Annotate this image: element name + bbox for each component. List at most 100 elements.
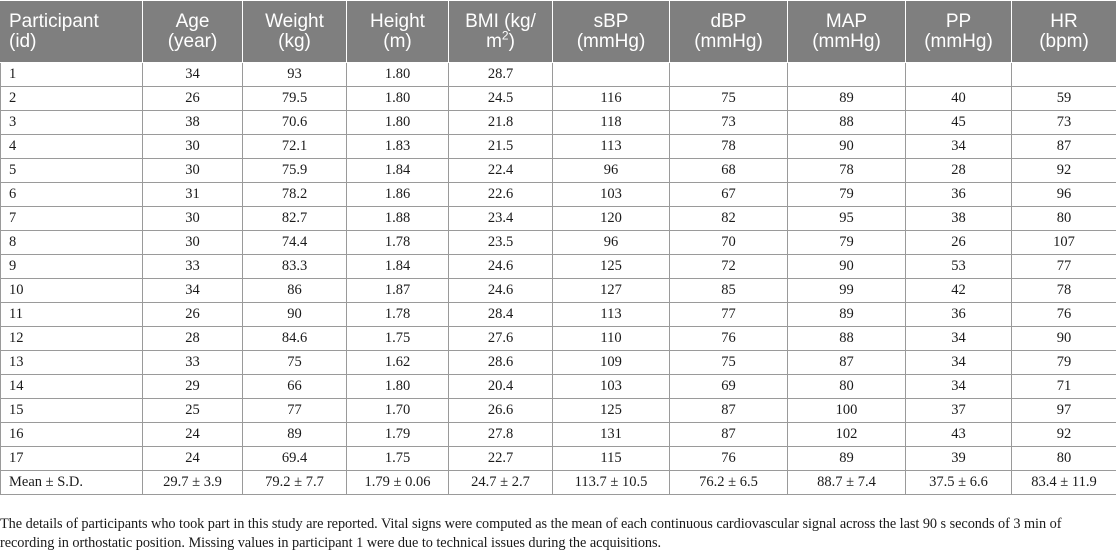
table-cell (669, 62, 788, 87)
table-body: 1 34 93 1.80 28.7 2 26 79.5 1.80 24.5 116 75 89 40 59 3… (0, 62, 1116, 495)
table-row: 11 26 90 1.78 28.4 113 77 89 36 76 (0, 302, 1116, 327)
table-cell: 75 (242, 350, 347, 375)
table-cell: 88 (787, 110, 906, 135)
table-cell: 87 (669, 422, 788, 447)
table-cell: 1.75 (346, 326, 449, 351)
participant-id-cell: 11 (0, 302, 143, 327)
table-cell: 127 (552, 278, 670, 303)
table-cell: 78 (787, 158, 906, 183)
table-cell: 90 (787, 254, 906, 279)
header-hr: HR (bpm) (1011, 0, 1116, 63)
table-cell: 70.6 (242, 110, 347, 135)
table-cell: 76 (1011, 302, 1116, 327)
table-cell: 29 (142, 374, 243, 399)
participant-id-cell: 5 (0, 158, 143, 183)
table-cell: 66 (242, 374, 347, 399)
table-cell: 96 (1011, 182, 1116, 207)
table-cell: 24.6 (448, 254, 553, 279)
table-cell: 34 (905, 326, 1012, 351)
table-cell: 109 (552, 350, 670, 375)
table-cell: 26 (905, 230, 1012, 255)
table-cell: 1.70 (346, 398, 449, 423)
header-weight: Weight (kg) (242, 0, 347, 63)
table-cell: 89 (787, 86, 906, 111)
table-cell: 79 (787, 182, 906, 207)
table-cell: 80 (1011, 446, 1116, 471)
table-cell: 28.4 (448, 302, 553, 327)
table-cell: 33 (142, 350, 243, 375)
table-row: 1 34 93 1.80 28.7 (0, 62, 1116, 87)
table-row: 13 33 75 1.62 28.6 109 75 87 34 79 (0, 350, 1116, 375)
header-sbp: sBP (mmHg) (552, 0, 670, 63)
table-cell: 30 (142, 230, 243, 255)
table-cell: 86 (242, 278, 347, 303)
table-cell: 82.7 (242, 206, 347, 231)
table-row: 14 29 66 1.80 20.4 103 69 80 34 71 (0, 374, 1116, 399)
table-cell: 28 (142, 326, 243, 351)
header-map: MAP (mmHg) (787, 0, 906, 63)
table-cell: 40 (905, 86, 1012, 111)
table-row: 15 25 77 1.70 26.6 125 87 100 37 97 (0, 398, 1116, 423)
table-cell: 87 (669, 398, 788, 423)
table-cell: 22.6 (448, 182, 553, 207)
table-cell: 83.3 (242, 254, 347, 279)
table-cell: 87 (1011, 134, 1116, 159)
table-cell: 77 (242, 398, 347, 423)
table-cell: 90 (1011, 326, 1116, 351)
table-cell: 77 (1011, 254, 1116, 279)
table-cell: 29.7 ± 3.9 (142, 470, 243, 495)
table-cell: 34 (905, 374, 1012, 399)
table-cell: 27.6 (448, 326, 553, 351)
table-cell: 80 (1011, 206, 1116, 231)
table-cell: 1.80 (346, 374, 449, 399)
table-cell (552, 62, 670, 87)
table-row: 4 30 72.1 1.83 21.5 113 78 90 34 87 (0, 134, 1116, 159)
table-cell: 79.5 (242, 86, 347, 111)
participant-id-cell: 6 (0, 182, 143, 207)
table-cell: 92 (1011, 158, 1116, 183)
table-cell: 116 (552, 86, 670, 111)
table-cell: 118 (552, 110, 670, 135)
table-cell: 30 (142, 158, 243, 183)
table-cell: 77 (669, 302, 788, 327)
table-cell: 103 (552, 182, 670, 207)
table-cell: 26 (142, 86, 243, 111)
table-cell: 1.84 (346, 158, 449, 183)
table-cell: 59 (1011, 86, 1116, 111)
table-cell: 83.4 ± 11.9 (1011, 470, 1116, 495)
table-cell: 28 (905, 158, 1012, 183)
participants-table: Participant (id) Age (year) Weight (kg) Hei… (0, 0, 1116, 495)
table-cell: 113 (552, 302, 670, 327)
table-cell: 26.6 (448, 398, 553, 423)
participant-id-cell: 2 (0, 86, 143, 111)
table-cell: 78.2 (242, 182, 347, 207)
table-cell: 79.2 ± 7.7 (242, 470, 347, 495)
table-cell: 28.7 (448, 62, 553, 87)
participant-id-cell: 8 (0, 230, 143, 255)
participant-id-cell: 1 (0, 62, 143, 87)
table-row: 17 24 69.4 1.75 22.7 115 76 89 39 80 (0, 446, 1116, 471)
table-cell: 34 (142, 62, 243, 87)
table-cell: 97 (1011, 398, 1116, 423)
table-cell: 69.4 (242, 446, 347, 471)
table-cell: 103 (552, 374, 670, 399)
table-cell: 99 (787, 278, 906, 303)
header-age: Age (year) (142, 0, 243, 63)
participant-id-cell: 15 (0, 398, 143, 423)
table-cell: 93 (242, 62, 347, 87)
table-cell: 42 (905, 278, 1012, 303)
table-cell: 22.7 (448, 446, 553, 471)
table-cell: 34 (905, 350, 1012, 375)
table-cell: 85 (669, 278, 788, 303)
table-cell: 1.79 ± 0.06 (346, 470, 449, 495)
table-cell: 1.80 (346, 62, 449, 87)
table-cell: 100 (787, 398, 906, 423)
participant-id-cell: 10 (0, 278, 143, 303)
table-cell: 24.5 (448, 86, 553, 111)
table-cell: 92 (1011, 422, 1116, 447)
table-cell (1011, 62, 1116, 87)
table-cell: 43 (905, 422, 1012, 447)
table-cell: 75 (669, 86, 788, 111)
table-cell (905, 62, 1012, 87)
table-cell: 24 (142, 422, 243, 447)
